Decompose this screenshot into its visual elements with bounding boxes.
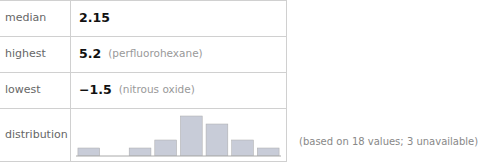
column-line — [70, 0, 71, 162]
row-value: 2.15 — [79, 10, 110, 25]
histogram — [78, 116, 279, 156]
row-value: 5.2 — [79, 46, 101, 61]
row-label: highest — [5, 47, 46, 60]
row-line — [0, 36, 287, 37]
row-label: median — [5, 11, 46, 24]
column-line — [286, 0, 287, 162]
row-line — [0, 72, 287, 73]
row-line — [0, 0, 287, 1]
bar — [129, 148, 151, 156]
row-value: −1.5 — [79, 82, 112, 97]
footnote: (based on 18 values; 3 unavailable) — [299, 136, 478, 147]
bar — [206, 124, 228, 156]
bar — [78, 148, 100, 156]
row-line — [0, 161, 287, 162]
bar — [155, 140, 177, 156]
bar — [232, 140, 254, 156]
row-note: (nitrous oxide) — [119, 83, 195, 95]
bar — [180, 116, 202, 156]
chart: median 2.15 highest 5.2 (perfluorohexane) low… — [0, 0, 483, 162]
bar — [257, 148, 279, 156]
row-line — [0, 108, 287, 109]
row-label: lowest — [5, 83, 41, 96]
table-lines — [0, 0, 287, 162]
baseline — [76, 156, 281, 157]
row-note: (perfluorohexane) — [108, 47, 203, 59]
row-label: distribution — [5, 128, 68, 141]
